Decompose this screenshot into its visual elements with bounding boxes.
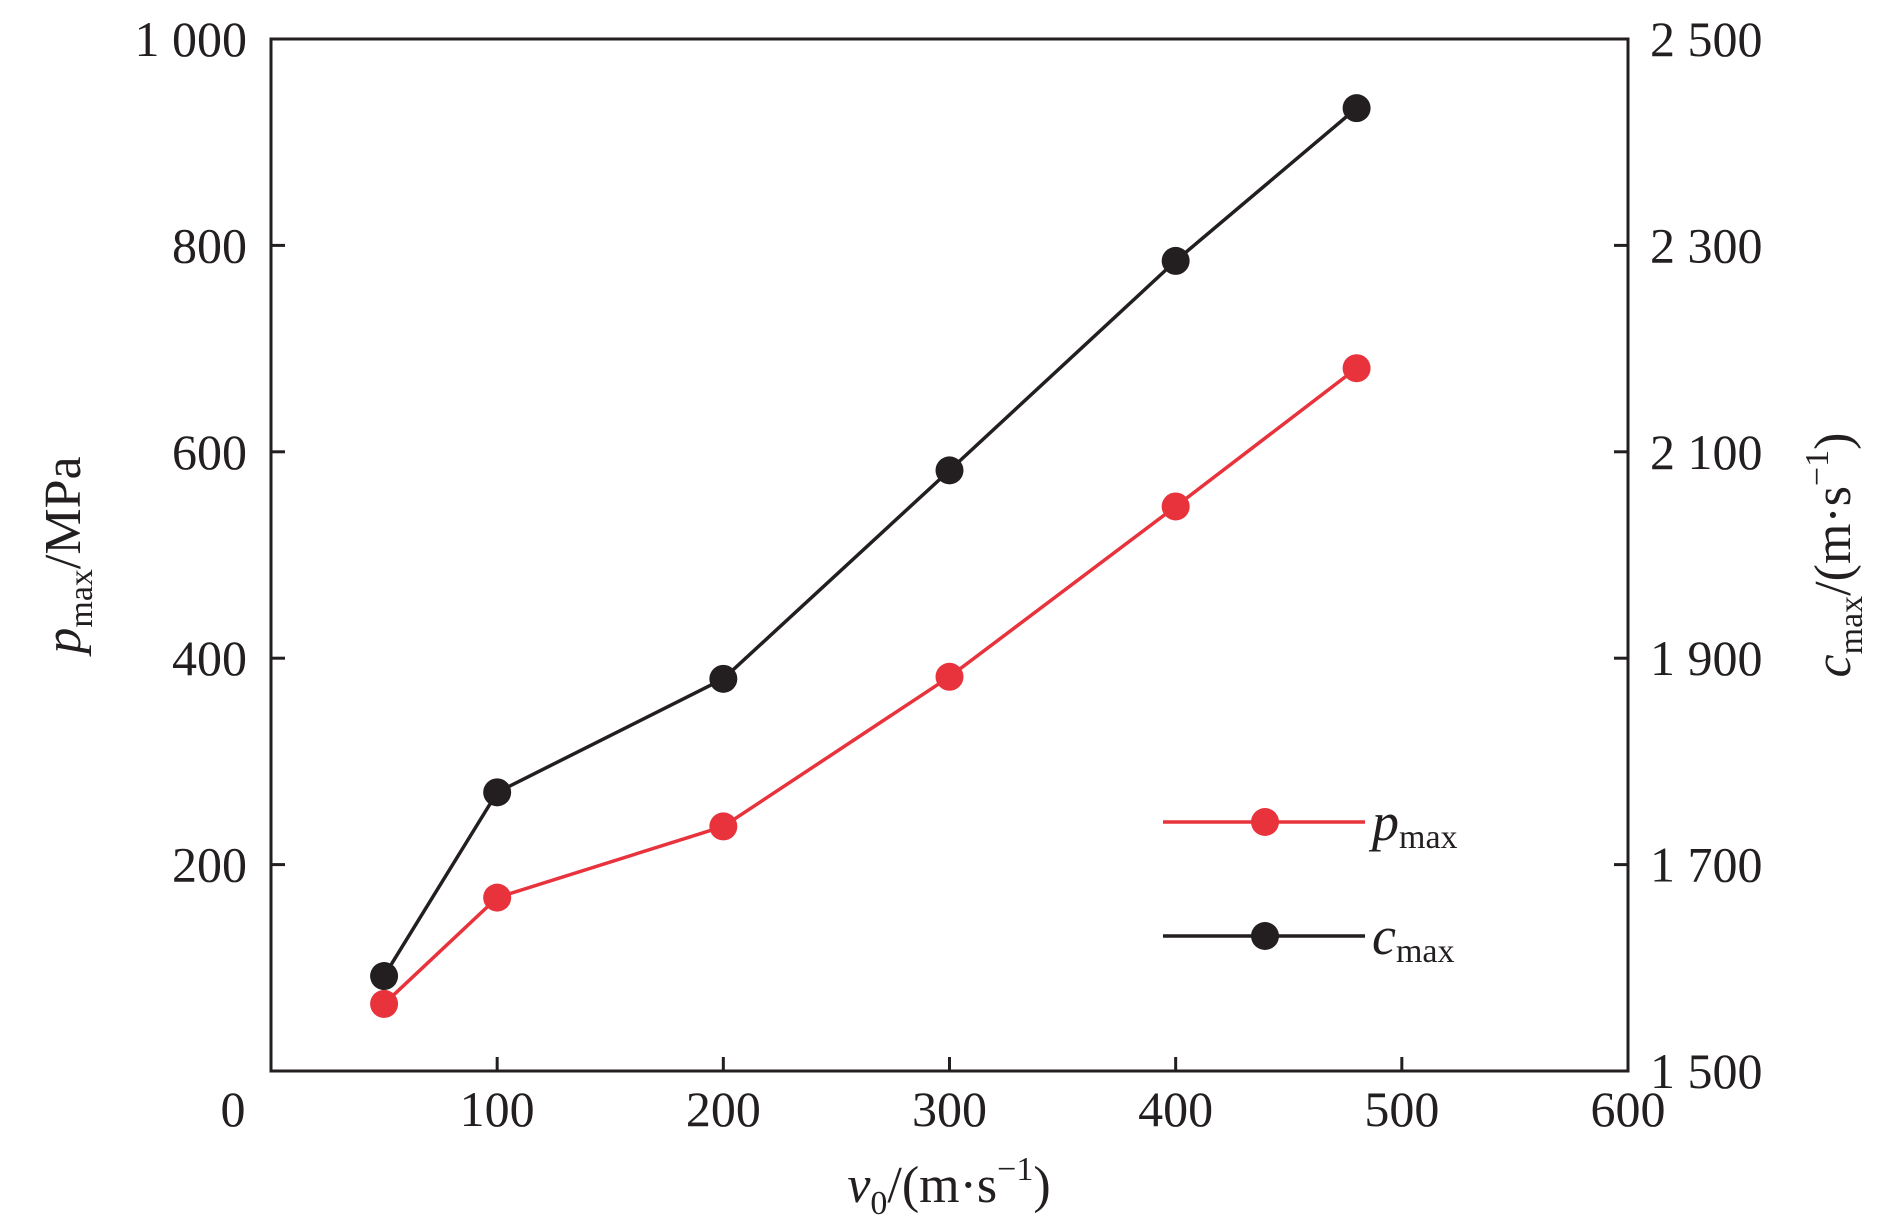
y-left-axis: 200 400 600 800 1 000 bbox=[135, 11, 285, 893]
series-line-p-max bbox=[382, 366, 1358, 1006]
y-right-tick-label: 2 300 bbox=[1650, 217, 1763, 273]
x-tick-label: 500 bbox=[1364, 1081, 1439, 1137]
x-axis-unit-exp: −1 bbox=[997, 1151, 1033, 1188]
x-axis-subscript: 0 bbox=[870, 1185, 887, 1222]
y-left-axis-symbol: p bbox=[35, 628, 92, 658]
legend-c-symbol: c bbox=[1372, 906, 1396, 966]
legend-label-p-max: pmax bbox=[1368, 792, 1458, 856]
data-point-p-max bbox=[1161, 492, 1190, 521]
y-right-tick-label: 2 100 bbox=[1650, 424, 1763, 480]
y-left-tick-label: 800 bbox=[172, 217, 247, 273]
y-left-tick-label: 1 000 bbox=[135, 11, 248, 67]
x-tick-label: 300 bbox=[912, 1081, 987, 1137]
y-left-tick-label: 400 bbox=[172, 630, 247, 686]
data-point-c-max bbox=[370, 962, 399, 991]
y-right-axis-subscript: max bbox=[1833, 596, 1870, 655]
y-left-axis-subscript: max bbox=[63, 569, 100, 628]
data-point-c-max bbox=[709, 664, 738, 693]
x-tick-label: 0 bbox=[221, 1081, 246, 1137]
x-tick-label: 600 bbox=[1591, 1081, 1666, 1137]
y-right-axis-unit: /(m·s bbox=[1805, 486, 1862, 596]
x-axis-title: v0/(m·s−1) bbox=[847, 1151, 1050, 1222]
legend-c-subscript: max bbox=[1396, 933, 1455, 970]
y-right-tick-label: 2 500 bbox=[1650, 11, 1763, 67]
x-tick-label: 100 bbox=[460, 1081, 535, 1137]
legend-marker-p-max bbox=[1251, 808, 1279, 836]
x-tick-label: 200 bbox=[686, 1081, 761, 1137]
legend-p-symbol: p bbox=[1368, 792, 1399, 852]
y-right-tick-label: 1 900 bbox=[1650, 630, 1763, 686]
data-point-c-max bbox=[1342, 94, 1371, 123]
data-point-p-max bbox=[483, 883, 512, 912]
x-axis-unit: /(m·s bbox=[887, 1157, 997, 1214]
legend-label-c-max: cmax bbox=[1372, 906, 1455, 970]
legend-p-subscript: max bbox=[1399, 819, 1458, 856]
y-left-tick-label: 200 bbox=[172, 837, 247, 893]
y-right-axis-title: cmax/(m·s−1) bbox=[1799, 433, 1870, 678]
y-left-tick-label: 600 bbox=[172, 424, 247, 480]
data-point-c-max bbox=[935, 456, 964, 485]
data-point-p-max bbox=[1342, 354, 1371, 383]
legend-entry-p-max: pmax bbox=[1163, 792, 1458, 856]
y-left-axis-unit: /MPa bbox=[35, 456, 92, 569]
y-right-tick-label: 1 700 bbox=[1650, 837, 1763, 893]
x-axis: 0 100 200 300 400 500 600 bbox=[221, 1057, 1666, 1137]
data-point-p-max bbox=[935, 662, 964, 691]
y-right-axis-unit-close: ) bbox=[1805, 433, 1862, 450]
y-right-axis: 1 500 1 700 1 900 2 100 2 300 2 500 bbox=[1614, 11, 1763, 1099]
plot-frame bbox=[269, 37, 1630, 1073]
x-axis-symbol: v bbox=[847, 1157, 871, 1214]
data-point-p-max bbox=[709, 812, 738, 841]
series-layer bbox=[370, 94, 1371, 1018]
y-right-tick-label: 1 500 bbox=[1650, 1043, 1763, 1099]
data-point-c-max bbox=[483, 778, 512, 807]
y-left-axis-title: pmax/MPa bbox=[35, 456, 100, 657]
data-point-c-max bbox=[1161, 246, 1190, 275]
legend-entry-c-max: cmax bbox=[1163, 906, 1455, 970]
x-axis-unit-close: ) bbox=[1033, 1157, 1050, 1214]
legend-marker-c-max bbox=[1251, 922, 1279, 950]
data-point-p-max bbox=[370, 989, 399, 1018]
legend: pmax cmax bbox=[1163, 792, 1458, 970]
y-right-axis-symbol: c bbox=[1805, 654, 1862, 677]
y-right-axis-unit-exp: −1 bbox=[1799, 450, 1836, 486]
x-tick-label: 400 bbox=[1138, 1081, 1213, 1137]
series-line-c-max bbox=[382, 106, 1358, 977]
